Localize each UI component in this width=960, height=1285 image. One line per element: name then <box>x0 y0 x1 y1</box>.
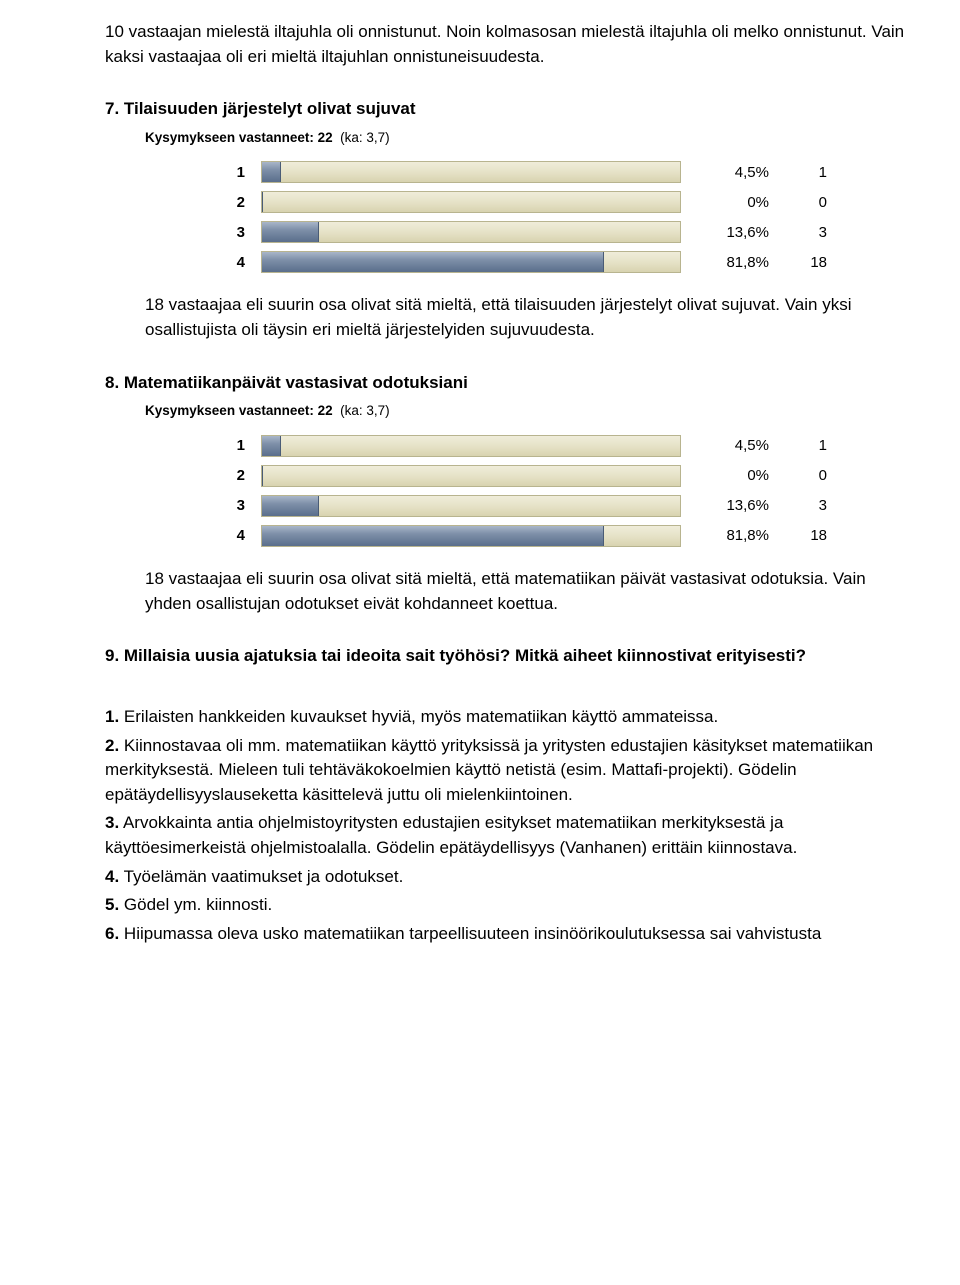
bar-row: 3 13,6% 3 <box>225 219 910 245</box>
bar-label: 3 <box>225 222 245 244</box>
bar-track <box>261 191 681 213</box>
list-num: 1. <box>105 707 119 726</box>
bar-pct: 4,5% <box>689 162 769 184</box>
bar-count: 1 <box>787 435 827 457</box>
list-item: 1. Erilaisten hankkeiden kuvaukset hyviä… <box>105 705 910 730</box>
bar-label: 2 <box>225 465 245 487</box>
list-item: 6. Hiipumassa oleva usko matematiikan ta… <box>105 922 910 947</box>
bar-track <box>261 495 681 517</box>
bar-count: 18 <box>787 252 827 274</box>
q7-title: 7. Tilaisuuden järjestelyt olivat sujuva… <box>105 97 910 122</box>
bar-track <box>261 435 681 457</box>
list-item: 3. Arvokkainta antia ohjelmistoyritysten… <box>105 811 910 860</box>
bar-row: 2 0% 0 <box>225 463 910 489</box>
q7-paragraph: 18 vastaajaa eli suurin osa olivat sitä … <box>145 293 910 342</box>
q8-paragraph: 18 vastaajaa eli suurin osa olivat sitä … <box>145 567 910 616</box>
bar-row: 4 81,8% 18 <box>225 523 910 549</box>
list-num: 5. <box>105 895 119 914</box>
list-item: 4. Työelämän vaatimukset ja odotukset. <box>105 865 910 890</box>
bar-count: 0 <box>787 465 827 487</box>
bar-track <box>261 525 681 547</box>
bar-fill <box>262 436 281 456</box>
bar-fill <box>262 466 263 486</box>
bar-pct: 0% <box>689 465 769 487</box>
list-txt: Arvokkainta antia ohjelmistoyritysten ed… <box>105 813 797 857</box>
bar-count: 1 <box>787 162 827 184</box>
q7-subtitle: Kysymykseen vastanneet: 22 (ka: 3,7) <box>145 128 910 148</box>
list-num: 6. <box>105 924 119 943</box>
bar-row: 3 13,6% 3 <box>225 493 910 519</box>
q8-sub-prefix: Kysymykseen vastanneet: 22 <box>145 403 333 418</box>
bar-count: 0 <box>787 192 827 214</box>
bar-pct: 13,6% <box>689 495 769 517</box>
list-txt: Kiinnostavaa oli mm. matematiikan käyttö… <box>105 736 873 804</box>
list-txt: Gödel ym. kiinnosti. <box>119 895 272 914</box>
q8-bar-chart: 1 4,5% 1 2 0% 0 3 13,6% 3 4 81,8% 18 <box>225 433 910 549</box>
bar-pct: 0% <box>689 192 769 214</box>
bar-pct: 81,8% <box>689 525 769 547</box>
list-txt: Hiipumassa oleva usko matematiikan tarpe… <box>119 924 821 943</box>
list-item: 5. Gödel ym. kiinnosti. <box>105 893 910 918</box>
bar-label: 4 <box>225 525 245 547</box>
bar-fill <box>262 252 604 272</box>
bar-track <box>261 221 681 243</box>
list-txt: Työelämän vaatimukset ja odotukset. <box>119 867 403 886</box>
list-num: 3. <box>105 813 119 832</box>
bar-count: 18 <box>787 525 827 547</box>
bar-fill <box>262 222 319 242</box>
q7-sub-prefix: Kysymykseen vastanneet: 22 <box>145 130 333 145</box>
bar-fill <box>262 526 604 546</box>
list-txt: Erilaisten hankkeiden kuvaukset hyviä, m… <box>119 707 718 726</box>
q8-sub-ka: (ka: 3,7) <box>340 403 390 418</box>
list-num: 2. <box>105 736 119 755</box>
list-num: 4. <box>105 867 119 886</box>
bar-track <box>261 161 681 183</box>
bar-row: 2 0% 0 <box>225 189 910 215</box>
intro-paragraph: 10 vastaajan mielestä iltajuhla oli onni… <box>105 20 910 69</box>
bar-row: 1 4,5% 1 <box>225 159 910 185</box>
bar-label: 1 <box>225 162 245 184</box>
bar-label: 2 <box>225 192 245 214</box>
bar-count: 3 <box>787 222 827 244</box>
bar-label: 4 <box>225 252 245 274</box>
bar-row: 4 81,8% 18 <box>225 249 910 275</box>
q9-title: 9. Millaisia uusia ajatuksia tai ideoita… <box>105 644 910 669</box>
bar-track <box>261 251 681 273</box>
q8-title: 8. Matematiikanpäivät vastasivat odotuks… <box>105 371 910 396</box>
q7-bar-chart: 1 4,5% 1 2 0% 0 3 13,6% 3 4 81,8% 18 <box>225 159 910 275</box>
bar-label: 3 <box>225 495 245 517</box>
q9-answers: 1. Erilaisten hankkeiden kuvaukset hyviä… <box>105 705 910 947</box>
bar-label: 1 <box>225 435 245 457</box>
bar-fill <box>262 496 319 516</box>
q8-subtitle: Kysymykseen vastanneet: 22 (ka: 3,7) <box>145 401 910 421</box>
bar-fill <box>262 192 263 212</box>
bar-pct: 81,8% <box>689 252 769 274</box>
q7-sub-ka: (ka: 3,7) <box>340 130 390 145</box>
bar-pct: 4,5% <box>689 435 769 457</box>
bar-count: 3 <box>787 495 827 517</box>
bar-track <box>261 465 681 487</box>
bar-fill <box>262 162 281 182</box>
bar-pct: 13,6% <box>689 222 769 244</box>
list-item: 2. Kiinnostavaa oli mm. matematiikan käy… <box>105 734 910 808</box>
bar-row: 1 4,5% 1 <box>225 433 910 459</box>
